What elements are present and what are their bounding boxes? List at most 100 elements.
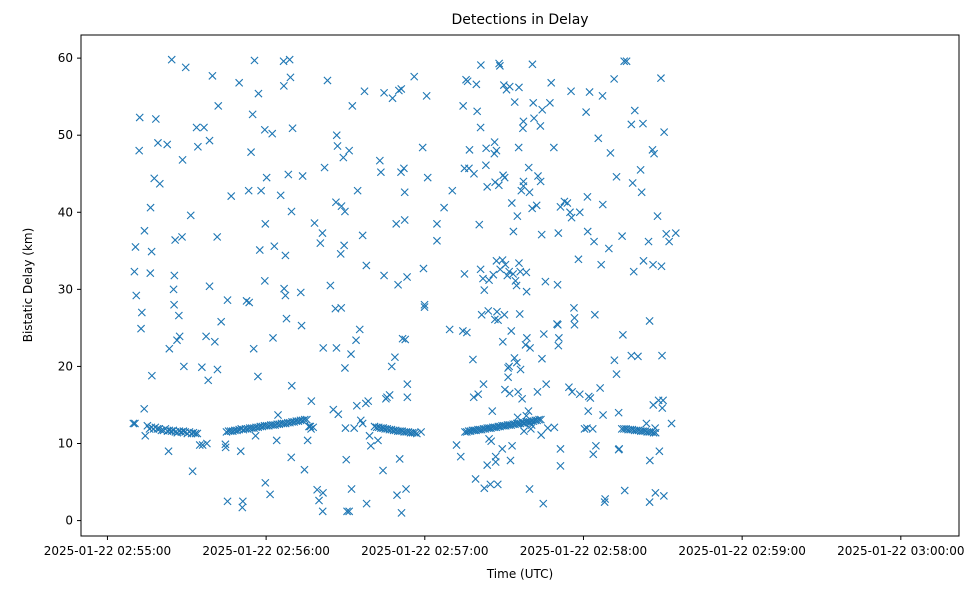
data-point [524, 407, 533, 416]
data-point [403, 393, 412, 402]
data-point [532, 201, 541, 210]
x-tick-label: 2025-01-22 02:55:00 [44, 544, 171, 558]
data-point [307, 397, 316, 406]
data-point [671, 229, 680, 238]
y-tick-label: 50 [58, 128, 73, 142]
data-point [281, 291, 290, 300]
data-point [469, 169, 478, 178]
data-point [505, 362, 514, 371]
data-point [629, 267, 638, 276]
data-point [452, 441, 461, 450]
data-point [600, 498, 609, 507]
data-point [588, 424, 597, 433]
data-point [580, 424, 589, 433]
data-point [495, 61, 504, 70]
data-point [610, 74, 619, 83]
data-point [153, 138, 162, 147]
data-point [505, 82, 514, 91]
data-point [394, 280, 403, 289]
data-point [528, 60, 537, 69]
data-point [529, 98, 538, 107]
data-point [310, 219, 319, 228]
x-tick-label: 2025-01-22 02:56:00 [202, 544, 329, 558]
data-point [343, 507, 352, 516]
data-point [525, 188, 534, 197]
data-point [268, 129, 277, 138]
y-axis: 0 10 20 30 40 50 60 [58, 51, 81, 528]
data-point [146, 269, 155, 278]
data-point [660, 128, 669, 137]
data-point [516, 365, 525, 374]
data-point [333, 142, 342, 150]
data-point [345, 507, 354, 516]
data-point [318, 507, 327, 516]
data-point [514, 83, 523, 92]
data-point [394, 86, 403, 95]
data-point [565, 208, 574, 217]
data-point [388, 94, 397, 103]
chart-title: Detections in Delay [451, 12, 588, 28]
data-point [537, 431, 546, 440]
data-point [440, 203, 449, 212]
data-point [514, 387, 523, 396]
data-point [537, 230, 546, 239]
data-point [297, 321, 306, 330]
data-point [326, 281, 335, 290]
data-point [296, 288, 305, 297]
data-point [505, 389, 514, 398]
data-point [495, 59, 504, 68]
data-point [186, 211, 195, 220]
data-point [462, 328, 471, 337]
data-point [507, 199, 516, 208]
data-point [499, 81, 508, 90]
data-point [475, 220, 484, 229]
data-point [508, 441, 517, 450]
data-point [486, 480, 495, 489]
data-point [459, 101, 468, 110]
data-point [163, 140, 172, 149]
data-point [385, 390, 394, 399]
data-point [456, 452, 465, 461]
data-point [500, 385, 509, 394]
data-point [188, 467, 197, 476]
data-point [574, 255, 583, 264]
data-point [494, 181, 503, 190]
data-point [199, 123, 208, 132]
data-point [597, 260, 606, 269]
data-point [397, 84, 406, 93]
x-axis: 2025-01-22 02:55:00 2025-01-22 02:56:00 20… [44, 536, 965, 558]
data-point [473, 107, 482, 116]
data-point [217, 317, 226, 326]
data-point [266, 490, 275, 499]
data-point [347, 350, 356, 359]
data-point [639, 256, 648, 265]
data-point [238, 497, 247, 506]
data-point [306, 422, 315, 431]
data-point [313, 485, 322, 494]
data-point [614, 445, 623, 454]
data-point [590, 237, 599, 246]
data-point [422, 91, 431, 100]
data-point [487, 437, 496, 446]
data-point [630, 106, 639, 115]
data-point [489, 270, 498, 279]
data-point [493, 307, 501, 316]
data-point [251, 431, 260, 440]
data-point [169, 285, 178, 294]
data-point [554, 333, 563, 342]
data-point [208, 71, 217, 80]
data-point [400, 215, 409, 224]
data-point [539, 330, 548, 339]
data-point [618, 232, 627, 241]
data-point [511, 276, 520, 285]
data-point [412, 429, 421, 438]
data-point [285, 55, 294, 64]
data-point [481, 161, 490, 170]
data-point [498, 444, 507, 453]
data-point [554, 341, 563, 350]
data-point [353, 186, 362, 195]
data-point [598, 91, 607, 100]
data-point [510, 353, 519, 362]
data-point [575, 390, 584, 399]
data-point [146, 203, 155, 212]
